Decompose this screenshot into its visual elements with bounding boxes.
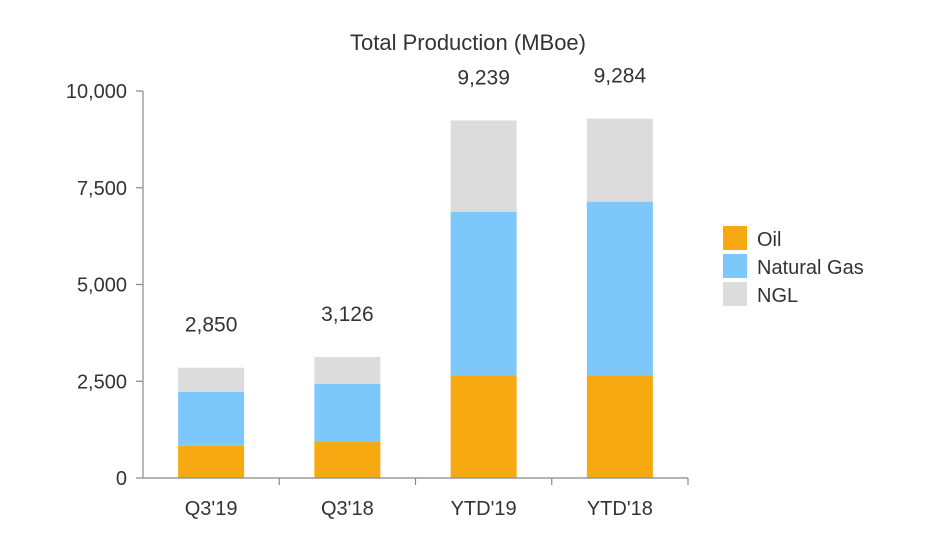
chart-title: Total Production (MBoe) [350,30,586,55]
x-tick-label: Q3'18 [321,498,374,520]
bar-segment-natural-gas [314,383,381,443]
y-axis: 0 2,500 5,000 7,500 10,000 [66,81,144,490]
bar-segment-ngl [586,118,653,202]
legend-swatch [723,226,747,250]
total-label: 9,284 [594,65,647,88]
legend-swatch [723,282,747,306]
legend: Oil Natural Gas NGL [723,226,864,307]
x-tick-label: YTD'18 [587,498,653,520]
bars [178,118,653,478]
y-tick-label: 10,000 [66,81,127,103]
total-labels: 2,850 3,126 9,239 9,284 [185,65,647,337]
bar-segment-oil [178,445,245,478]
y-tick-label: 5,000 [77,275,127,297]
legend-swatch [723,254,747,278]
bar-segment-oil [586,375,653,478]
bar-segment-ngl [314,357,381,384]
y-tick-label: 7,500 [77,178,127,200]
bar-segment-natural-gas [586,201,653,376]
bar-segment-ngl [178,367,245,392]
y-tick-label: 2,500 [77,371,127,393]
bar-segment-ngl [450,120,517,212]
x-axis: Q3'19 Q3'18 YTD'19 YTD'18 [143,477,689,520]
legend-label: Oil [757,229,781,251]
x-tick-label: Q3'19 [185,498,238,520]
x-tick-label: YTD'19 [451,498,517,520]
bar-segment-oil [314,442,381,478]
bar-segment-natural-gas [450,211,517,376]
bar-segment-natural-gas [178,391,245,446]
total-label: 2,850 [185,314,238,337]
bar-segment-oil [450,375,517,478]
legend-label: Natural Gas [757,257,864,279]
total-label: 9,239 [457,66,510,89]
legend-label: NGL [757,285,798,307]
y-tick-label: 0 [116,468,127,490]
total-label: 3,126 [321,303,374,326]
